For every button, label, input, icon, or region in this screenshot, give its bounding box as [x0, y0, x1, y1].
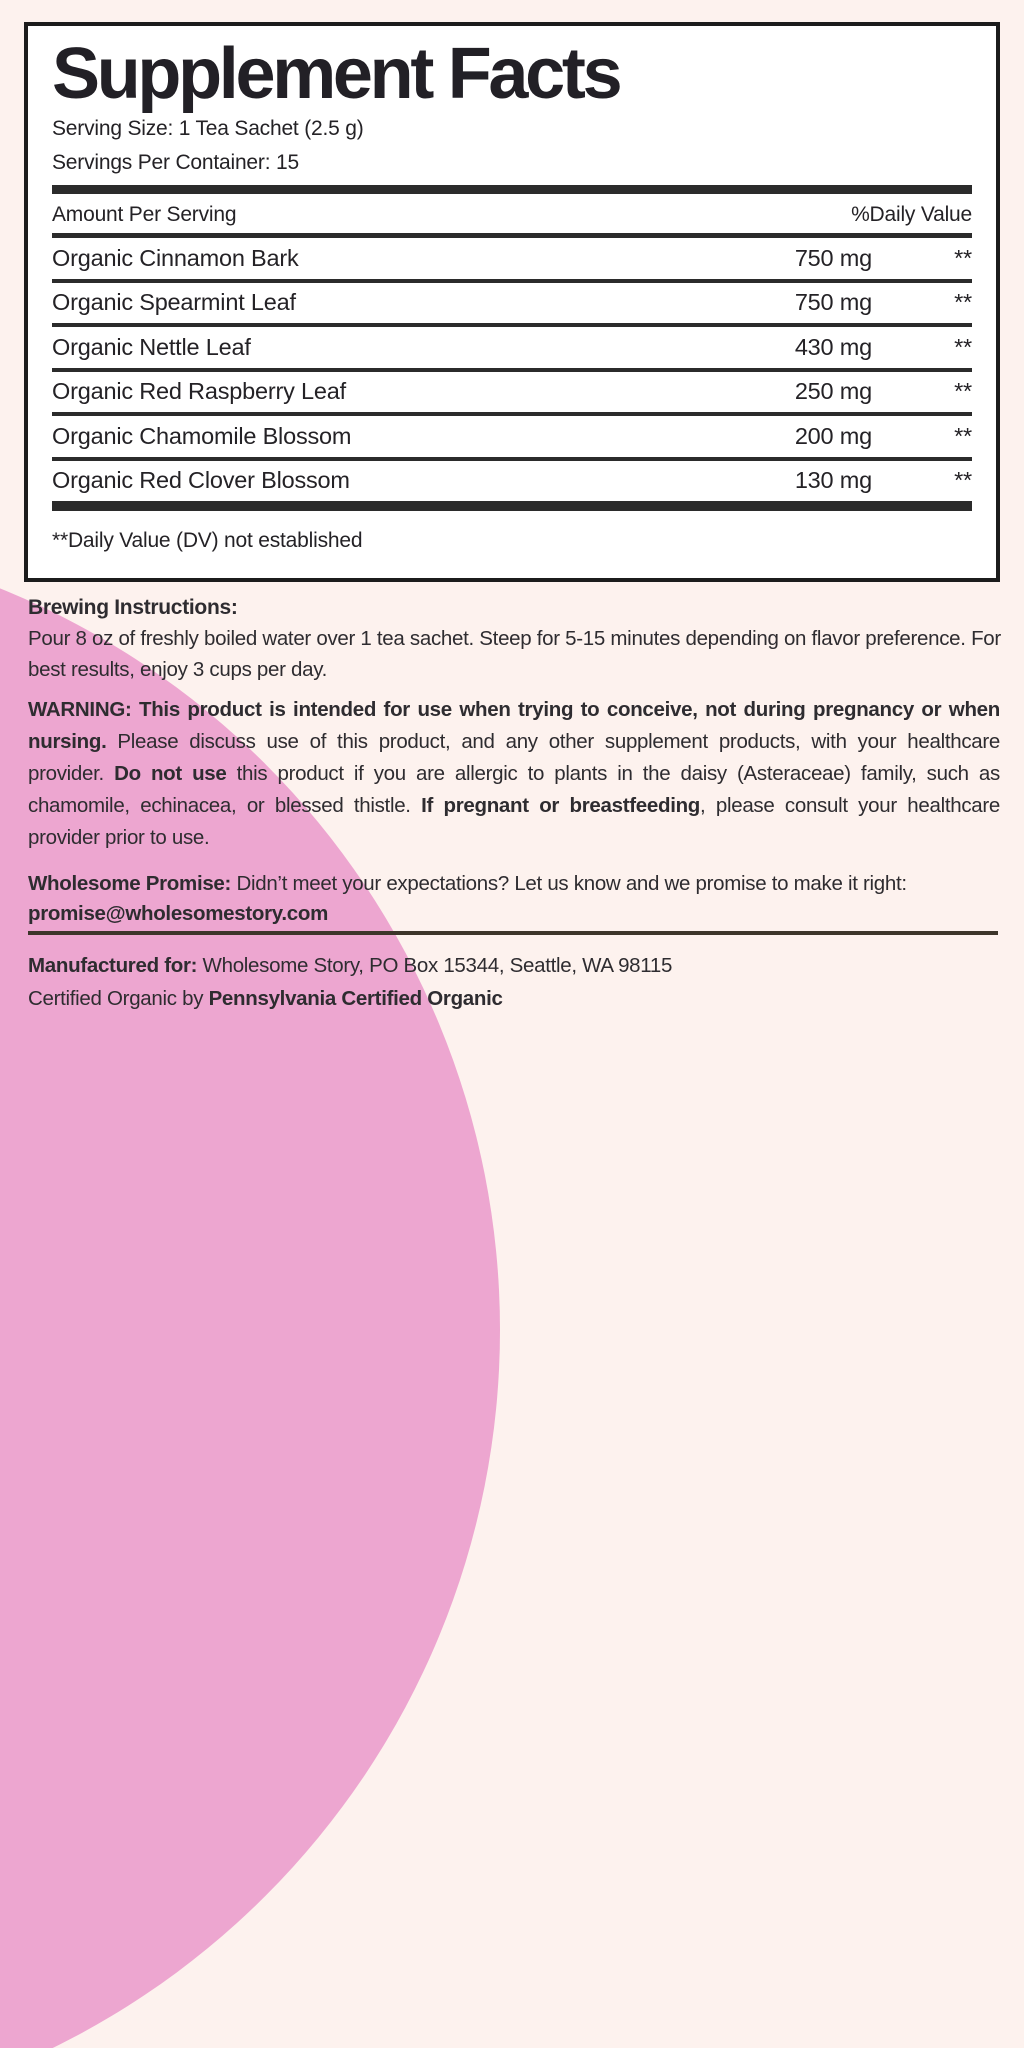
row-divider — [52, 456, 972, 461]
panel-title: Supplement Facts — [52, 34, 623, 114]
text-segment: Please discuss use of this product, and … — [28, 730, 1000, 785]
supplement-facts-panel: Supplement Facts Serving Size: 1 Tea Sac… — [24, 22, 1000, 582]
divider-thick-bottom — [52, 501, 972, 511]
ingredient-daily-value: ** — [954, 422, 972, 449]
divider-thick-top — [52, 185, 972, 194]
brewing-heading: Brewing Instructions: — [28, 596, 238, 619]
certified-organic-text: Certified Organic by Pennsylvania Certif… — [28, 982, 1013, 1015]
ingredient-name: Organic Spearmint Leaf — [52, 289, 296, 316]
text-segment: If pregnant or breastfeeding — [421, 794, 701, 817]
brewing-body: Pour 8 oz of freshly boiled water over 1… — [28, 627, 1001, 681]
ingredient-row: Organic Cinnamon Bark 750 mg ** — [52, 238, 972, 279]
ingredient-amount: 130 mg — [794, 467, 872, 494]
amount-per-serving-header: Amount Per Serving — [52, 203, 237, 226]
ingredient-daily-value: ** — [954, 244, 972, 271]
ingredient-daily-value: ** — [954, 467, 972, 494]
manufacturer-section: Manufactured for: Wholesome Story, PO Bo… — [28, 949, 1013, 1015]
row-divider — [52, 278, 972, 283]
row-divider — [52, 323, 972, 327]
text-segment: Certified Organic by — [28, 987, 209, 1010]
ingredient-row: Organic Chamomile Blossom 200 mg ** — [52, 416, 972, 457]
wholesome-promise-section: Wholesome Promise: Didn’t meet your expe… — [28, 869, 1013, 929]
warning-text: WARNING: This product is intended for us… — [28, 694, 1000, 854]
ingredient-row: Organic Spearmint Leaf 750 mg ** — [52, 283, 972, 324]
ingredient-rows: Organic Cinnamon Bark 750 mg ** Organic Spe… — [52, 238, 972, 501]
daily-value-header: %Daily Value — [851, 203, 972, 226]
text-segment: Wholesome Story, PO Box 15344, Seattle, … — [197, 954, 673, 977]
ingredient-name: Organic Cinnamon Bark — [52, 244, 299, 271]
text-segment: , please consult your healthcare provide… — [28, 794, 1001, 849]
ingredient-amount: 250 mg — [794, 378, 872, 405]
serving-size: Serving Size: 1 Tea Sachet (2.5 g) — [52, 117, 364, 140]
ingredient-name: Organic Red Raspberry Leaf — [52, 378, 346, 405]
ingredient-amount: 430 mg — [794, 333, 872, 360]
ingredient-row: Organic Nettle Leaf 430 mg ** — [52, 327, 972, 368]
footer-divider-rule — [28, 931, 998, 935]
text-segment: Didn’t meet your expectations? Let us kn… — [231, 872, 907, 895]
text-segment: this product if you are allergic to plan… — [28, 762, 1000, 817]
text-segment: Pennsylvania Certified Organic — [208, 987, 503, 1010]
divider-header — [52, 233, 972, 238]
ingredient-daily-value: ** — [954, 289, 972, 316]
row-divider — [52, 412, 972, 416]
ingredient-row: Organic Red Raspberry Leaf 250 mg ** — [52, 372, 972, 413]
ingredient-amount: 200 mg — [794, 422, 872, 449]
servings-per-container: Servings Per Container: 15 — [52, 151, 299, 174]
text-segment: WARNING: This product is intended for us… — [28, 698, 1000, 753]
ingredient-daily-value: ** — [954, 378, 972, 405]
ingredient-row: Organic Red Clover Blossom 130 mg ** — [52, 461, 972, 502]
ingredient-amount: 750 mg — [794, 289, 872, 316]
manufactured-for-text: Manufactured for: Wholesome Story, PO Bo… — [28, 949, 1013, 982]
ingredient-name: Organic Nettle Leaf — [52, 333, 251, 360]
ingredient-name: Organic Chamomile Blossom — [52, 422, 352, 449]
row-divider — [52, 367, 972, 372]
brewing-instructions-section: Brewing Instructions: Pour 8 oz of fresh… — [28, 592, 1013, 685]
ingredient-name: Organic Red Clover Blossom — [52, 467, 350, 494]
ingredient-amount: 750 mg — [794, 244, 872, 271]
warning-section: WARNING: This product is intended for us… — [28, 694, 1000, 854]
promise-text: Wholesome Promise: Didn’t meet your expe… — [28, 869, 1013, 899]
ingredient-daily-value: ** — [954, 333, 972, 360]
promise-email: promise@wholesomestory.com — [28, 902, 329, 925]
text-segment: Manufactured for: — [28, 954, 198, 977]
text-segment: Wholesome Promise: — [28, 872, 232, 895]
daily-value-footnote: **Daily Value (DV) not established — [52, 529, 363, 552]
text-segment: Do not use — [114, 762, 227, 785]
table-header-row: Amount Per Serving %Daily Value — [52, 194, 972, 233]
